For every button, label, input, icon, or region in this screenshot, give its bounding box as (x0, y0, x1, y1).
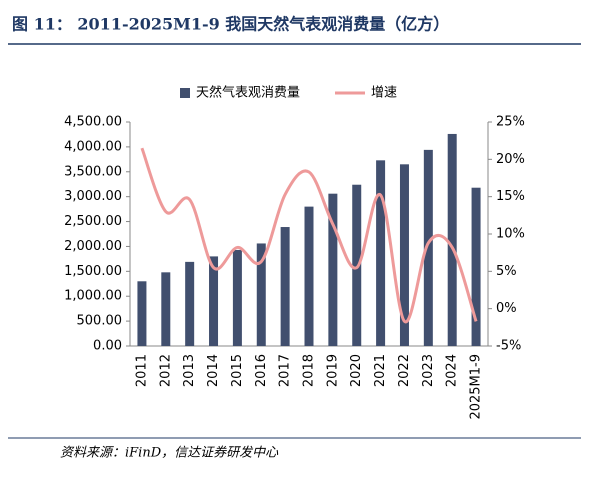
y-tick-label: 4,500.00 (64, 115, 122, 130)
legend-label: 天然气表观消费量 (196, 85, 300, 101)
bar (399, 164, 409, 346)
bar (232, 249, 242, 346)
x-tick-label: 2023 (421, 354, 436, 387)
x-tick-label: 2020 (349, 354, 364, 387)
y-tick-label: 3,500.00 (64, 164, 122, 179)
bar (256, 243, 266, 346)
y-tick-label: 1,000.00 (64, 289, 122, 304)
y-tick-label: 2,000.00 (64, 239, 122, 254)
x-tick-label: 2016 (254, 354, 269, 387)
x-tick-label: 2014 (206, 354, 221, 387)
bar (137, 281, 147, 346)
legend-label: 增速 (371, 86, 397, 101)
y2-tick-label: 20% (496, 152, 525, 167)
y2-tick-label: 15% (496, 189, 525, 204)
x-tick-label: 2013 (182, 354, 197, 387)
chart-title: 图 11： 2011-2025M1-9 我国天然气表观消费量（亿方） (12, 15, 449, 34)
x-tick-label: 2025M1-9 (469, 354, 484, 420)
y-tick-label: 4,000.00 (64, 139, 122, 154)
bar (161, 272, 171, 346)
x-tick-label: 2011 (134, 354, 149, 387)
y-tick-label: 0.00 (93, 339, 122, 354)
x-tick-label: 2019 (325, 354, 340, 387)
y2-tick-label: 25% (496, 115, 525, 130)
bar (280, 227, 290, 346)
bar (423, 149, 433, 346)
x-tick-label: 2022 (397, 354, 412, 387)
y2-tick-label: 5% (496, 264, 517, 279)
x-tick-label: 2012 (158, 354, 173, 387)
bar (209, 256, 219, 346)
x-tick-label: 2018 (302, 354, 317, 387)
bar (185, 261, 195, 346)
line (140, 147, 478, 324)
y2-tick-label: 10% (496, 227, 525, 242)
y-tick-label: 1,500.00 (64, 264, 122, 279)
y-tick-label: 2,500.00 (64, 214, 122, 229)
bar (471, 187, 481, 346)
x-tick-label: 2021 (373, 354, 388, 387)
y-tick-label: 3,000.00 (64, 189, 122, 204)
legend-swatch (180, 88, 190, 98)
x-tick-label: 2017 (278, 354, 293, 387)
bar (447, 133, 457, 346)
x-tick-label: 2024 (445, 354, 460, 387)
y2-tick-label: -5% (496, 339, 521, 354)
bar (328, 193, 338, 346)
source: 资料来源：iFinD，信达证券研发中心 (60, 446, 279, 461)
bar (376, 160, 386, 346)
bar (304, 206, 314, 346)
x-tick-label: 2015 (230, 354, 245, 387)
bar (352, 184, 362, 346)
y-tick-label: 500.00 (77, 314, 123, 329)
y2-tick-label: 0% (496, 301, 517, 316)
